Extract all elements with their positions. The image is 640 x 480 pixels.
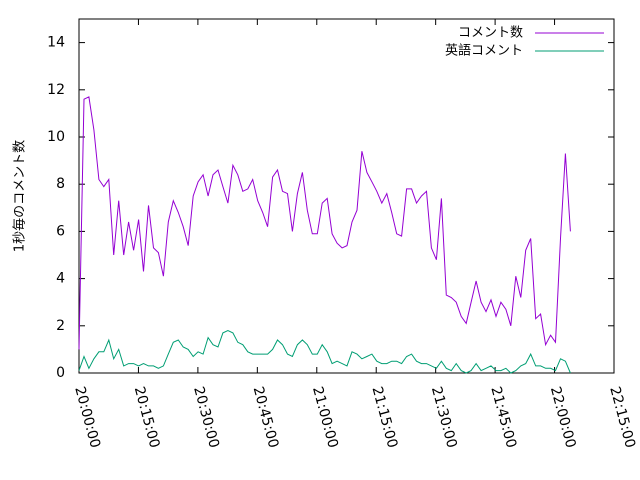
x-tick-label: 21:30:00 [428,385,460,450]
series-line-1 [78,96,571,350]
x-tick-label: 20:00:00 [71,385,103,450]
y-tick-label: 14 [47,35,65,51]
x-tick-label: 21:45:00 [487,385,519,450]
series-lines [78,96,571,374]
x-axis-ticks: 20:00:00 20:15:00 20:30:00 20:45:00 21:00:00… [71,19,638,450]
x-tick-label: 20:30:00 [190,385,222,450]
y-tick-label: 0 [56,365,65,381]
legend-label-2: 英語コメント [445,43,523,59]
x-tick-label: 20:45:00 [250,385,282,450]
y-axis-label: 1秒毎のコメント数 [12,140,28,252]
x-tick-label: 22:00:00 [547,385,579,450]
y-tick-label: 10 [47,129,65,145]
y-tick-label: 6 [56,223,65,239]
y-tick-label: 12 [47,82,65,98]
x-tick-label: 21:00:00 [309,385,341,450]
plot-frame [78,18,615,374]
x-tick-label: 21:15:00 [368,385,400,450]
y-tick-label: 4 [56,271,65,287]
series-line-2 [78,329,571,374]
x-tick-label: 20:15:00 [131,385,163,450]
legend-label-1: コメント数 [458,26,523,41]
y-tick-label: 8 [56,176,65,192]
x-tick-label: 22:15:00 [606,385,638,450]
y-axis-ticks: 0 2 4 6 8 10 12 14 [47,35,614,381]
y-tick-label: 2 [56,318,65,334]
